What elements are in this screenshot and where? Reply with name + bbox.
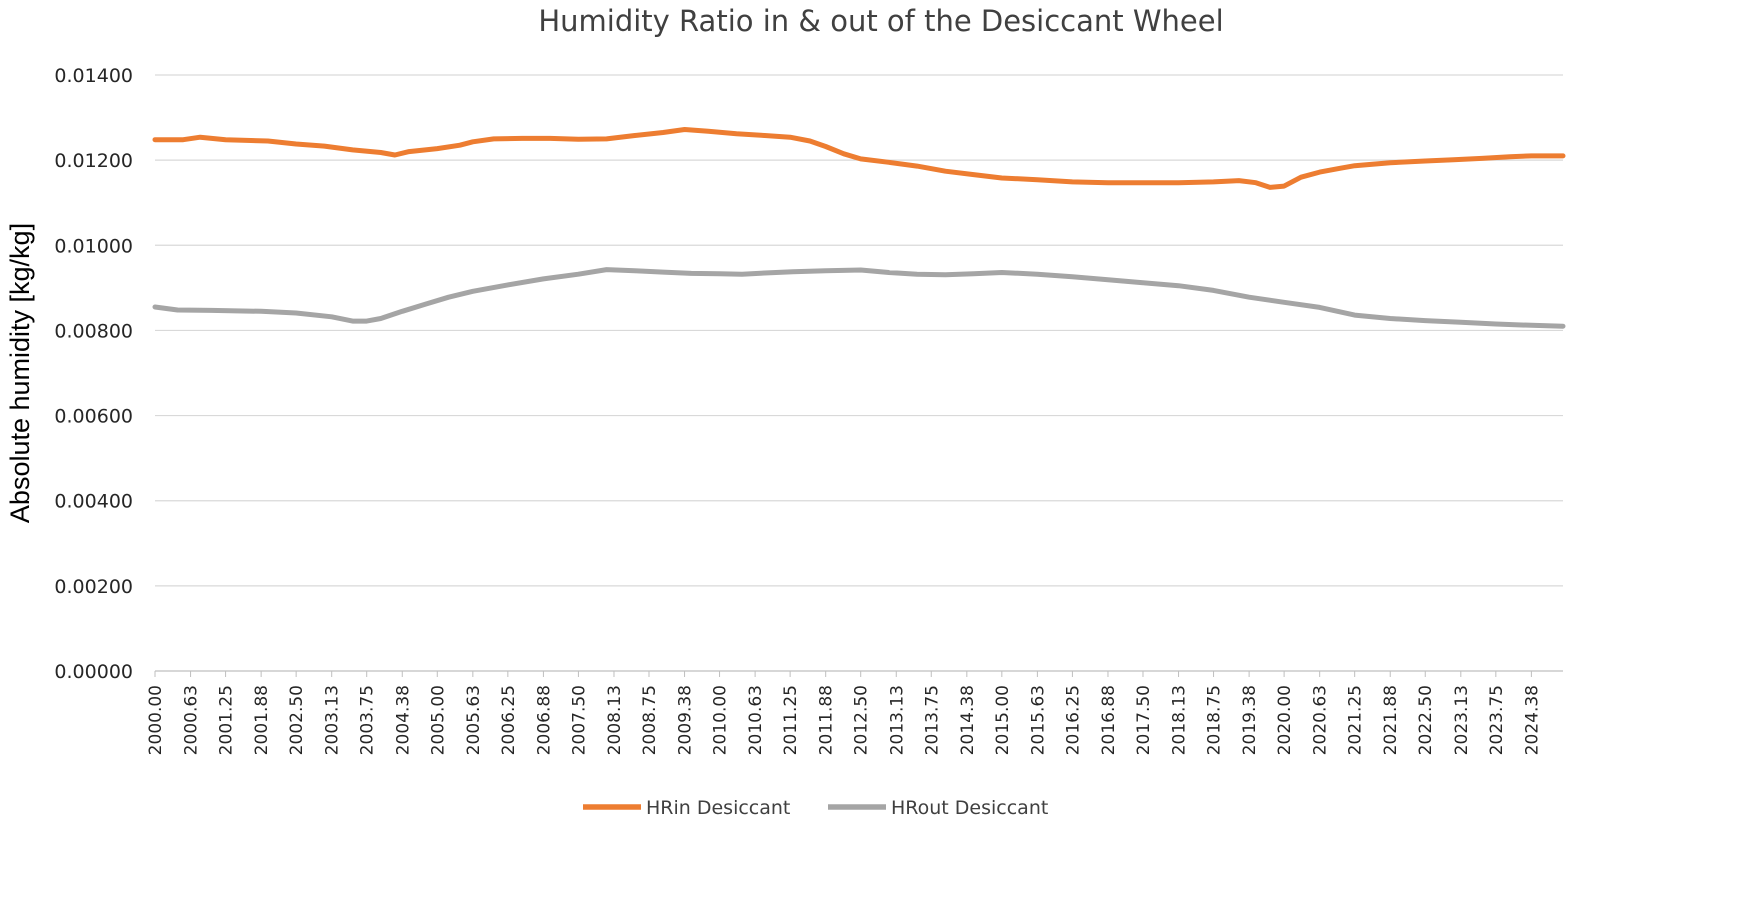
x-tick-label: 2016.25 xyxy=(1063,685,1083,755)
x-tick-label: 2002.50 xyxy=(287,685,307,755)
x-tick-label: 2015.63 xyxy=(1028,685,1048,755)
x-tick-label: 2007.50 xyxy=(569,685,589,755)
gridlines xyxy=(155,74,1563,672)
x-tick-label: 2013.13 xyxy=(887,685,907,755)
x-tick-label: 2011.25 xyxy=(781,685,801,755)
y-tick-label: 0.00600 xyxy=(54,406,133,428)
x-tick-label: 2017.50 xyxy=(1134,685,1154,755)
x-tick-label: 2023.75 xyxy=(1487,685,1507,755)
series-line-hrout xyxy=(152,267,1566,329)
x-tick-label: 2010.63 xyxy=(746,685,766,755)
x-tick-label: 2008.75 xyxy=(640,685,660,755)
y-axis-label: Absolute humidity [kg/kg] xyxy=(5,223,35,523)
x-tick-label: 2015.00 xyxy=(993,685,1013,755)
series-lines xyxy=(152,127,1566,329)
x-tick-label: 2001.88 xyxy=(252,685,272,755)
x-tick-label: 2003.75 xyxy=(358,685,378,755)
series-line-hrin xyxy=(152,127,1566,190)
x-tick-label: 2004.38 xyxy=(393,685,413,755)
x-tick-label: 2023.13 xyxy=(1452,685,1472,755)
x-tick-label: 2000.63 xyxy=(182,685,202,755)
legend: HRin Desiccant HRout Desiccant xyxy=(583,797,1048,819)
x-tick-label: 2018.13 xyxy=(1170,685,1190,755)
x-tick-label: 2003.13 xyxy=(323,685,343,755)
x-tick-labels: 2000.00 2000.63 2001.25 2001.88 2002.50 2003.… xyxy=(146,671,1542,755)
x-tick-label: 2006.88 xyxy=(534,685,554,755)
x-tick-label: 2024.38 xyxy=(1522,685,1542,755)
x-tick-label: 2009.38 xyxy=(676,685,696,755)
y-tick-label: 0.00800 xyxy=(54,320,133,342)
y-tick-labels: 0.00000 0.00200 0.00400 0.00600 0.00800 0.010… xyxy=(54,65,133,683)
y-tick-label: 0.00200 xyxy=(54,576,133,598)
y-tick-label: 0.01400 xyxy=(54,65,133,87)
x-tick-label: 2014.38 xyxy=(958,685,978,755)
x-tick-label: 2018.75 xyxy=(1205,685,1225,755)
x-tick-label: 2008.13 xyxy=(605,685,625,755)
chart-title: Humidity Ratio in & out of the Desiccant… xyxy=(538,4,1223,38)
x-tick-label: 2011.88 xyxy=(817,685,837,755)
x-tick-label: 2013.75 xyxy=(922,685,942,755)
legend-label-hrout: HRout Desiccant xyxy=(891,797,1048,819)
x-tick-label: 2005.00 xyxy=(428,685,448,755)
x-tick-label: 2022.50 xyxy=(1416,685,1436,755)
x-tick-label: 2000.00 xyxy=(146,685,166,755)
x-tick-label: 2012.50 xyxy=(852,685,872,755)
y-tick-label: 0.01000 xyxy=(54,235,133,257)
x-tick-label: 2020.00 xyxy=(1275,685,1295,755)
x-tick-label: 2010.00 xyxy=(711,685,731,755)
y-tick-label: 0.00400 xyxy=(54,491,133,513)
legend-label-hrin: HRin Desiccant xyxy=(646,797,790,819)
x-tick-label: 2016.88 xyxy=(1099,685,1119,755)
x-tick-label: 2006.25 xyxy=(499,685,519,755)
x-tick-label: 2021.25 xyxy=(1346,685,1366,755)
x-tick-label: 2019.38 xyxy=(1240,685,1260,755)
y-tick-label: 0.01200 xyxy=(54,150,133,172)
x-tick-label: 2005.63 xyxy=(464,685,484,755)
y-tick-label: 0.00000 xyxy=(54,661,133,683)
x-tick-label: 2020.63 xyxy=(1311,685,1331,755)
x-tick-label: 2021.88 xyxy=(1381,685,1401,755)
x-tick-label: 2001.25 xyxy=(217,685,237,755)
